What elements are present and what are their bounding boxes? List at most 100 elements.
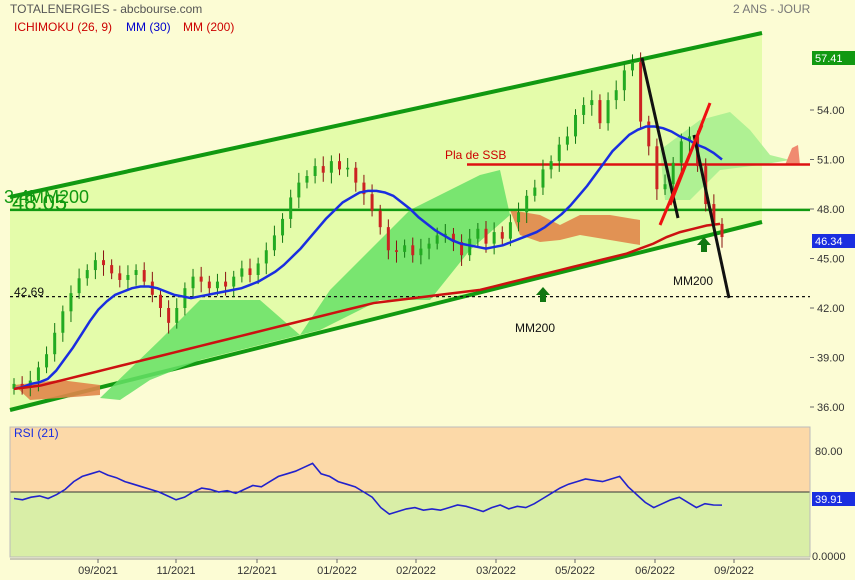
candle-body xyxy=(565,136,569,145)
candle-body xyxy=(93,260,97,271)
ichimoku-cloud-future xyxy=(660,112,790,200)
candle-body xyxy=(240,268,244,277)
price-axis-label: 48.00 xyxy=(817,204,845,216)
x-axis-label: 09/2022 xyxy=(714,565,754,577)
candle-body xyxy=(45,354,49,368)
candle-body xyxy=(126,275,130,280)
candle-body xyxy=(321,166,325,173)
price-axis-label: 54.00 xyxy=(817,105,845,117)
candle-body xyxy=(313,166,317,176)
x-axis-label: 12/2021 xyxy=(237,565,277,577)
candle-body xyxy=(305,176,309,183)
candle-body xyxy=(460,242,464,256)
ssb-label: Pla de SSB xyxy=(445,148,506,162)
candle-body xyxy=(663,184,667,190)
price-axis-label: 39.00 xyxy=(817,353,845,365)
x-axis-label: 02/2022 xyxy=(396,565,436,577)
mm200-arrow-1 xyxy=(536,287,550,302)
channel-upper-line xyxy=(9,31,763,199)
candle-body xyxy=(175,308,179,323)
rsi-label: RSI (21) xyxy=(14,426,59,440)
candle-body xyxy=(20,383,24,388)
last-price-badge xyxy=(812,234,855,248)
candle-body xyxy=(362,182,366,195)
candle-body xyxy=(338,161,342,170)
candle-body xyxy=(386,227,390,251)
candle-body xyxy=(102,260,106,266)
x-axis-label: 03/2022 xyxy=(476,565,516,577)
candle-body xyxy=(427,243,431,249)
high-price-badge xyxy=(812,51,855,65)
rsi-last-value: 39.91 xyxy=(815,494,843,506)
candle-body xyxy=(500,232,504,239)
candle-body xyxy=(647,121,651,147)
x-axis-label: 01/2022 xyxy=(317,565,357,577)
candle-body xyxy=(329,161,333,173)
x-axis-label: 06/2022 xyxy=(635,565,675,577)
candle-body xyxy=(574,114,578,137)
candle-body xyxy=(590,100,594,106)
mm200-label-2: MM200 xyxy=(673,274,713,288)
candle-body xyxy=(525,195,529,213)
candle-body xyxy=(248,268,252,275)
candle-body xyxy=(191,276,195,289)
candle-body xyxy=(378,210,382,228)
x-axis-label: 11/2021 xyxy=(157,565,196,577)
legend-ichimoku: ICHIMOKU (26, 9) xyxy=(14,20,113,34)
overlapped-level-text: 48.05 xyxy=(12,190,67,215)
candle-body xyxy=(297,182,301,198)
candle-body xyxy=(411,245,415,256)
candle-body xyxy=(289,197,293,219)
candle-body xyxy=(419,248,423,256)
candle-body xyxy=(53,332,57,355)
price-axis-label: 36.00 xyxy=(817,402,845,414)
last-price-value: 46.34 xyxy=(815,236,843,248)
candle-body xyxy=(492,232,496,244)
rsi-lower-zone xyxy=(10,492,810,557)
chart-title: TOTALENERGIES - abcbourse.com xyxy=(10,2,203,16)
candle-body xyxy=(614,90,618,101)
candle-body xyxy=(281,218,285,236)
overlapped-level-text-2: 3.4MM200 xyxy=(4,187,89,207)
candle-body xyxy=(655,146,659,190)
candle-body xyxy=(720,223,724,238)
candle-body xyxy=(215,281,219,289)
candle-body xyxy=(61,311,65,333)
candle-body xyxy=(443,233,447,236)
candle-body xyxy=(167,308,171,323)
ichimoku-cloud-green xyxy=(100,170,510,400)
candle-body xyxy=(533,187,537,196)
candle-body xyxy=(549,161,553,170)
x-axis-label: 09/2021 xyxy=(78,565,118,577)
black-trendline-2 xyxy=(692,134,731,299)
candle-body xyxy=(207,281,211,289)
candle-body xyxy=(557,144,561,162)
candle-body xyxy=(158,294,162,308)
period-label[interactable]: 2 ANS - JOUR xyxy=(733,2,811,16)
rsi-line xyxy=(13,462,723,515)
rsi-overbought-zone xyxy=(10,427,810,492)
rsi-last-badge xyxy=(812,492,855,506)
candle-body xyxy=(394,250,398,252)
x-axis-label: 05/2022 xyxy=(555,565,595,577)
rsi-axis-label-0: 0.0000 xyxy=(812,551,846,563)
candle-body xyxy=(36,367,40,381)
candle-body xyxy=(679,141,683,163)
candle-body xyxy=(712,204,716,224)
candle-body xyxy=(69,293,73,312)
candle-body xyxy=(541,169,545,188)
candle-body xyxy=(671,162,675,185)
candle-body xyxy=(403,245,407,252)
high-price-value: 57.41 xyxy=(815,53,843,65)
legend-mm30: MM (30) xyxy=(126,20,171,34)
candle-body xyxy=(606,100,610,124)
red-trendline-2 xyxy=(668,102,712,206)
rsi-axis-label-80: 80.00 xyxy=(815,446,843,458)
candle-body xyxy=(264,250,268,264)
candle-body xyxy=(630,62,634,71)
candle-body xyxy=(142,270,146,282)
candle-body xyxy=(354,167,358,183)
price-axis-label: 45.00 xyxy=(817,254,845,266)
mm30-line xyxy=(13,125,723,391)
